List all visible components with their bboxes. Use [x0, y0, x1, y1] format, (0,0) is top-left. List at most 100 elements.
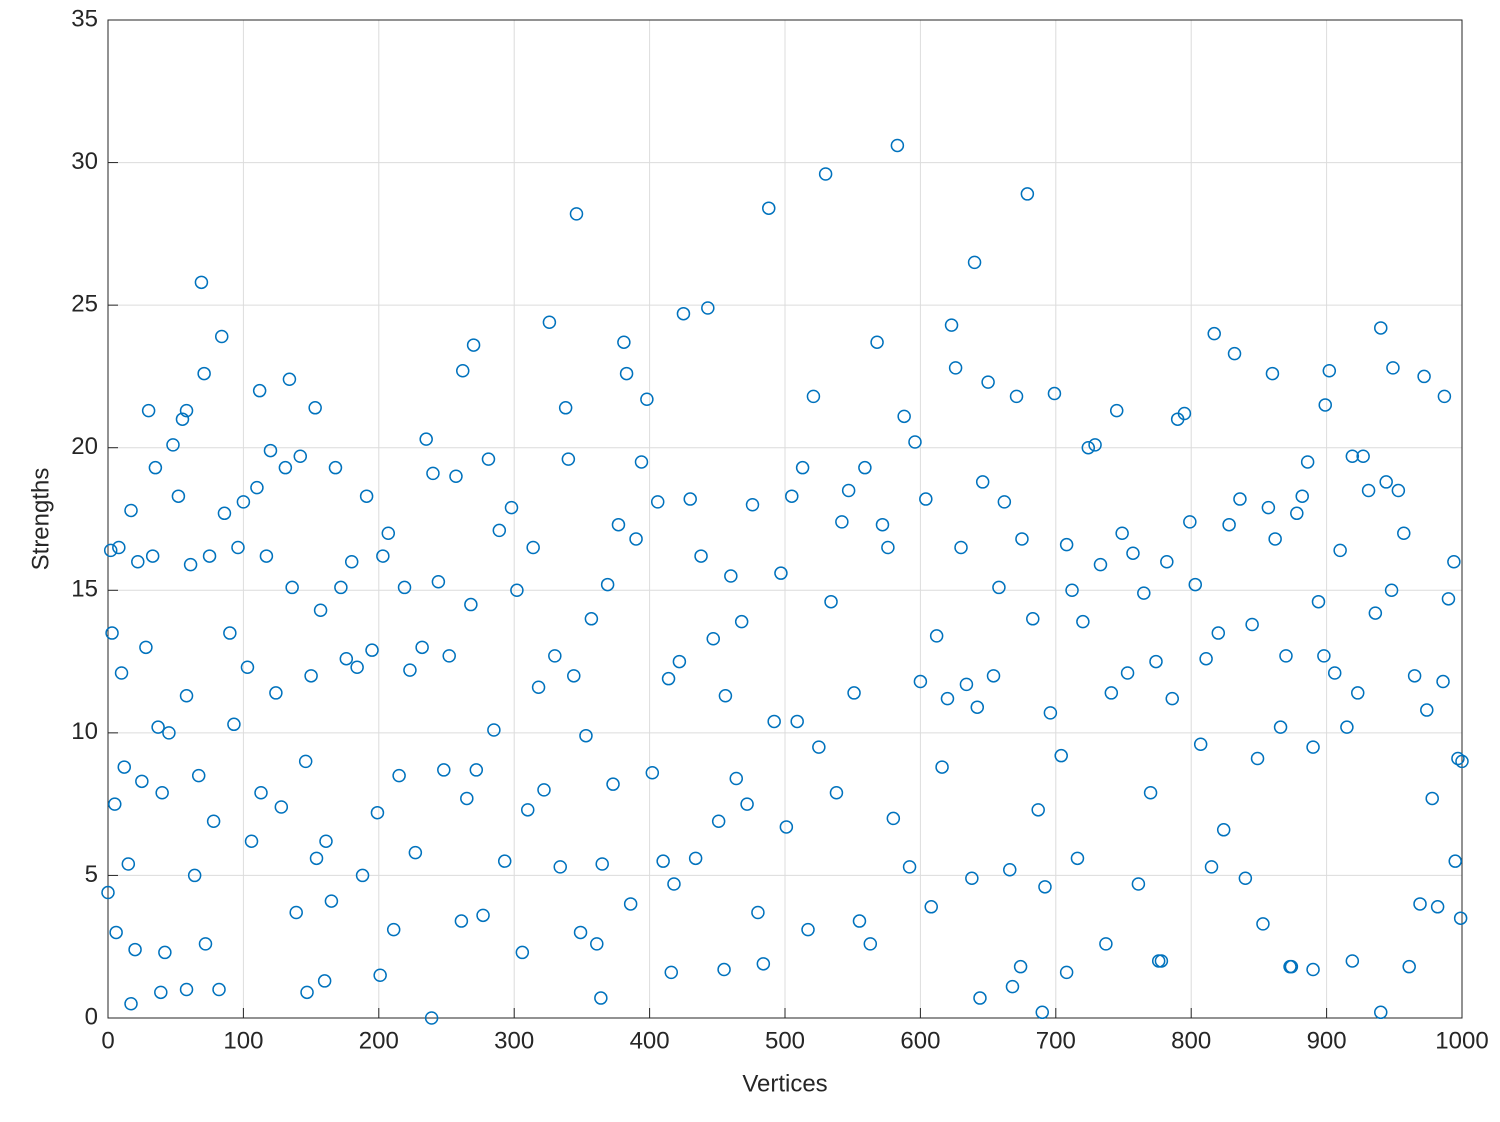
- data-point: [774, 566, 788, 580]
- data-point: [881, 540, 895, 555]
- data-point: [1207, 326, 1221, 341]
- data-point: [236, 495, 251, 509]
- data-point: [370, 805, 385, 820]
- data-point: [1273, 720, 1288, 734]
- data-point: [476, 908, 490, 923]
- data-point: [419, 432, 433, 446]
- data-point: [373, 968, 387, 982]
- data-point: [785, 489, 799, 503]
- data-point: [824, 594, 838, 609]
- data-point: [935, 760, 949, 774]
- data-point: [967, 255, 982, 270]
- data-point: [231, 540, 245, 555]
- data-point: [1120, 666, 1135, 680]
- data-point: [954, 540, 968, 555]
- data-point: [1188, 577, 1203, 592]
- data-point: [1391, 483, 1406, 498]
- data-point: [1345, 449, 1360, 464]
- data-point: [1322, 363, 1337, 378]
- x-axis-label: Vertices: [742, 1070, 827, 1097]
- data-point: [944, 318, 959, 332]
- data-point: [309, 851, 324, 866]
- data-point: [328, 460, 343, 475]
- data-point: [1070, 851, 1085, 866]
- data-point: [108, 797, 122, 811]
- data-point: [1154, 954, 1169, 968]
- data-point: [214, 329, 229, 344]
- data-point: [1417, 369, 1431, 384]
- data-point: [1384, 583, 1399, 598]
- y-tick-label: 25: [71, 290, 98, 317]
- data-point: [1151, 954, 1166, 968]
- data-point: [250, 480, 264, 495]
- data-point: [1009, 389, 1024, 404]
- data-point: [829, 785, 844, 800]
- data-point: [155, 785, 169, 800]
- data-point: [1165, 691, 1179, 706]
- data-point: [762, 201, 776, 215]
- data-point: [259, 549, 274, 563]
- data-point: [870, 335, 884, 349]
- data-point: [206, 814, 221, 829]
- data-point: [334, 580, 348, 595]
- data-point: [688, 851, 703, 866]
- data-point: [426, 466, 440, 481]
- data-point: [1397, 526, 1411, 541]
- data-point: [103, 543, 118, 558]
- data-point: [531, 680, 546, 694]
- data-point: [672, 654, 687, 669]
- data-point: [183, 557, 198, 572]
- data-point: [924, 900, 938, 914]
- data-point: [1149, 654, 1163, 669]
- data-point: [902, 860, 917, 874]
- data-point: [376, 549, 390, 563]
- data-point: [1109, 403, 1124, 418]
- data-point: [908, 435, 922, 449]
- x-tick-label: 900: [1307, 1027, 1347, 1054]
- data-point: [561, 452, 576, 466]
- data-point: [392, 768, 406, 783]
- data-point: [431, 574, 446, 589]
- data-point: [1003, 862, 1017, 877]
- data-point: [875, 517, 890, 532]
- data-point: [460, 791, 474, 806]
- data-point: [1350, 686, 1365, 700]
- data-point: [408, 845, 423, 860]
- data-point: [656, 854, 670, 868]
- data-point: [806, 389, 821, 404]
- data-point: [897, 409, 911, 424]
- data-point: [1318, 398, 1332, 412]
- data-point: [841, 483, 856, 498]
- data-point: [381, 526, 396, 541]
- data-point: [324, 894, 339, 908]
- data-point: [194, 275, 209, 290]
- data-point: [1447, 555, 1461, 569]
- data-point: [289, 905, 303, 920]
- data-point: [179, 403, 194, 418]
- data-point: [818, 167, 833, 181]
- data-point: [890, 138, 905, 153]
- data-point: [158, 945, 172, 960]
- data-point: [166, 438, 180, 452]
- data-point: [1425, 791, 1439, 806]
- data-point: [1407, 669, 1422, 683]
- data-point: [1368, 606, 1383, 620]
- data-point: [1199, 651, 1213, 666]
- data-point: [812, 740, 826, 754]
- data-point: [179, 982, 194, 997]
- data-point: [1430, 900, 1445, 914]
- data-point: [154, 985, 168, 1000]
- data-point: [454, 914, 469, 928]
- data-point: [317, 974, 332, 988]
- data-point: [1437, 389, 1452, 404]
- data-point: [948, 361, 963, 375]
- data-point: [1160, 555, 1174, 569]
- data-point: [101, 885, 115, 900]
- y-tick-label: 35: [71, 5, 98, 32]
- data-point: [1283, 959, 1297, 974]
- data-point: [1379, 475, 1393, 489]
- data-point: [282, 372, 297, 387]
- data-point: [929, 629, 944, 643]
- data-point: [319, 834, 333, 848]
- data-point: [121, 857, 136, 871]
